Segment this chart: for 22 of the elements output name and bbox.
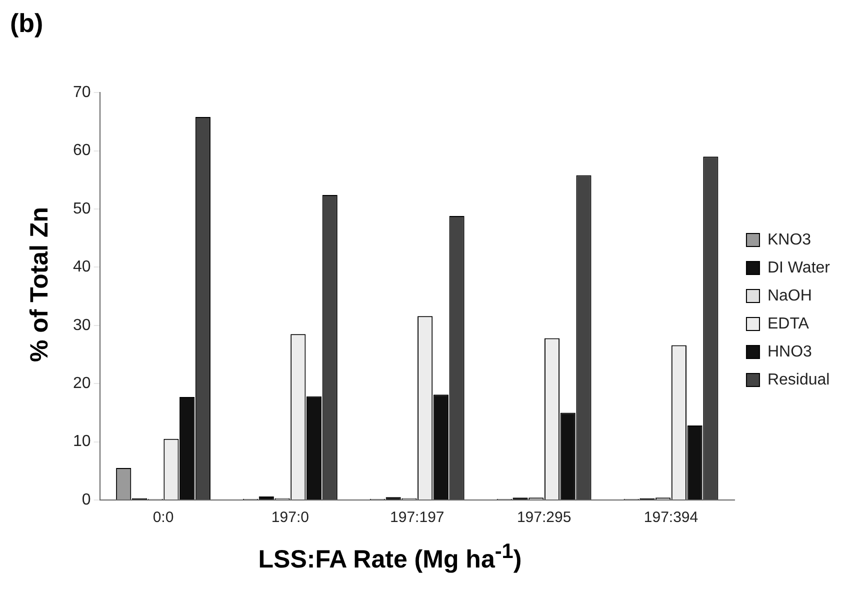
x-axis-title: LSS:FA Rate (Mg ha$^{-1}$) [257, 540, 523, 574]
y-tick-label: 70 [73, 84, 91, 102]
x-tick-label: 197:0 [271, 509, 309, 526]
y-tick-label: 20 [73, 375, 91, 392]
x-tick-label: 197:197 [390, 509, 444, 526]
x-tick-label: 0:0 [152, 509, 174, 526]
x-tick-label: 197:295 [516, 509, 572, 526]
legend-label: DI Water [767, 259, 831, 276]
y-tick-label: 40 [73, 258, 91, 276]
y-axis-title: % of Total Zn [26, 206, 54, 364]
legend-label: Residual [767, 371, 830, 388]
y-tick-label: 60 [73, 142, 91, 160]
legend-label: HNO3 [767, 343, 812, 360]
legend-label: KNO3 [767, 231, 812, 248]
y-tick-label: 30 [73, 316, 91, 334]
chart-title: (b) [10, 8, 44, 39]
y-tick-label: 10 [73, 433, 91, 450]
legend-label: NaOH [767, 287, 812, 304]
y-tick-label: 0 [82, 491, 91, 508]
legend-label: EDTA [767, 315, 810, 332]
x-tick-label: 197:394 [644, 509, 698, 526]
y-tick-label: 50 [73, 200, 91, 218]
